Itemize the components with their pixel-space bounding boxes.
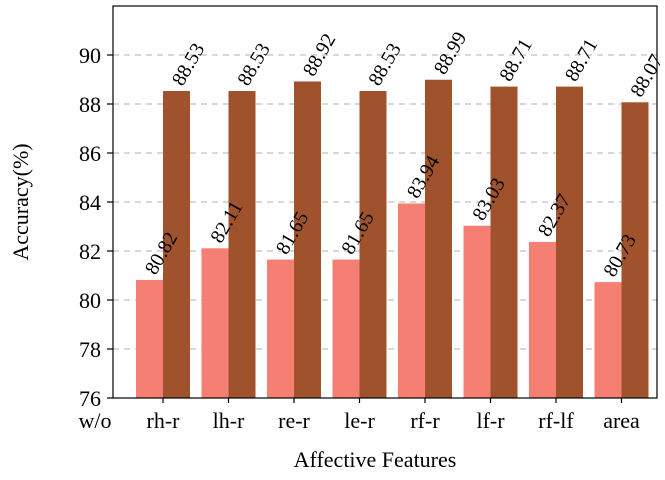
bar-series-1-re-r	[267, 259, 294, 398]
y-tick-label: 76	[79, 386, 101, 411]
bars-layer	[136, 79, 649, 399]
y-tick-label: 84	[79, 190, 101, 215]
y-tick-label: 78	[79, 337, 101, 362]
bar-series-1-rh-r	[136, 279, 163, 398]
bar-series-2-rf-r	[425, 79, 452, 399]
value-label: 88.53	[168, 40, 210, 90]
x-tick-label: lh-r	[213, 408, 245, 433]
x-tick-label: rf-r	[410, 408, 440, 433]
x-tick-label: rf-lf	[538, 408, 574, 433]
bar-series-2-lh-r	[228, 91, 256, 398]
y-tick-label: 82	[79, 239, 101, 264]
value-label: 88.53	[364, 40, 406, 90]
x-tick-label: re-r	[278, 408, 310, 433]
y-tick-label: 90	[79, 43, 101, 68]
bar-series-1-rf-lf	[529, 241, 556, 398]
x-tick-label: le-r	[344, 408, 375, 433]
bar-series-1-lh-r	[201, 248, 229, 398]
bar-series-1-lf-r	[463, 225, 491, 398]
value-label: 88.99	[430, 28, 472, 78]
value-label: 88.53	[233, 40, 275, 90]
x-axis-title: Affective Features	[294, 447, 457, 472]
y-tick-label: 86	[79, 141, 101, 166]
bar-series-2-rh-r	[163, 91, 190, 398]
bar-series-2-rf-lf	[556, 86, 583, 398]
y-tick-label: 80	[79, 288, 101, 313]
bar-series-1-le-r	[332, 259, 360, 398]
bar-series-2-lf-r	[490, 86, 518, 398]
x-tick-label: rh-r	[147, 408, 181, 433]
x-tick-label: lf-r	[476, 408, 505, 433]
value-label: 88.07	[626, 51, 665, 101]
value-label: 88.71	[495, 35, 537, 85]
bar-series-1-area	[594, 282, 622, 398]
x-tick-label: area	[603, 408, 640, 433]
bar-series-1-rf-r	[398, 203, 425, 398]
y-axis-title: Accuracy(%)	[8, 143, 33, 260]
y-tick-label: 88	[79, 92, 101, 117]
value-label: 88.71	[561, 35, 603, 85]
ticks-layer: 76 78 80 82 84 86 88 90 rh-r lh-r re-r le-r rf-r lf-r…	[79, 43, 640, 433]
bar-series-2-area	[621, 102, 649, 398]
x-tick-label-wo: w/o	[79, 408, 112, 433]
bar-series-2-re-r	[294, 81, 321, 399]
bar-series-2-le-r	[359, 91, 387, 398]
